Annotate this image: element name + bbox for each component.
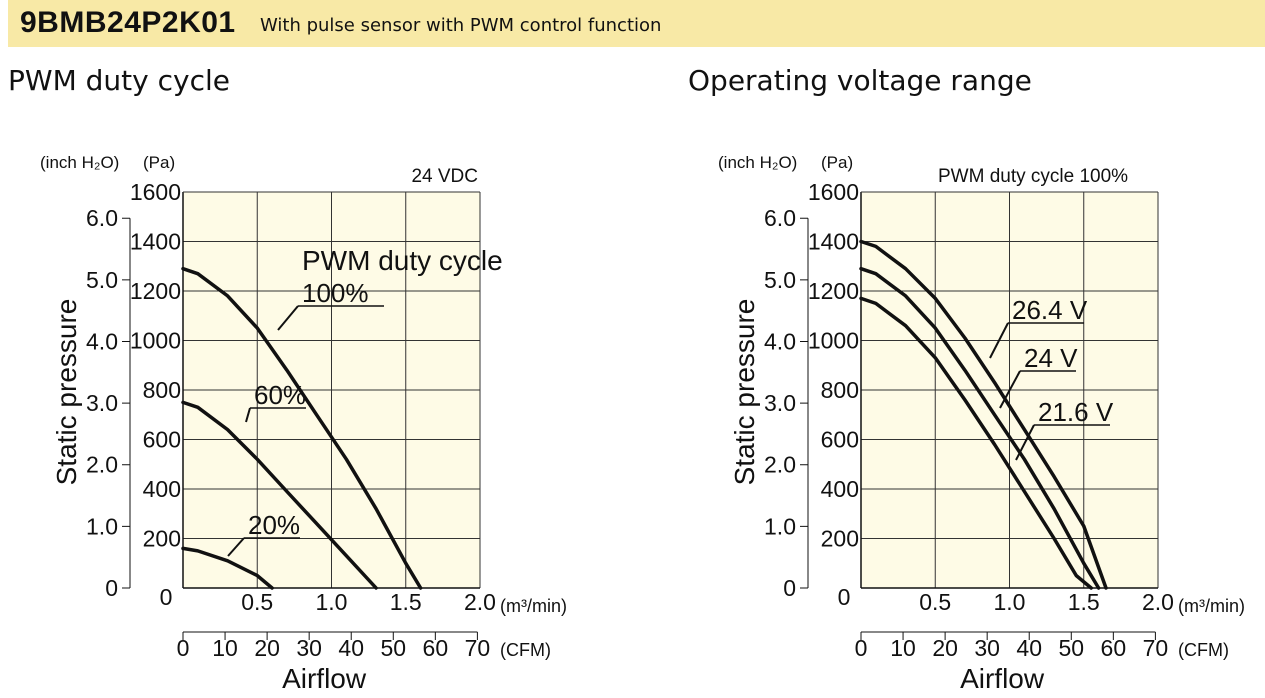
x-tick-label-m3: 0.5 [919, 589, 951, 615]
x-tick-label-cfm: 10 [212, 635, 238, 661]
y-tick-label-pa: 1400 [130, 229, 181, 255]
y-origin-label: 0 [160, 584, 173, 610]
series-curve [859, 296, 1093, 590]
condition-label: 24 VDC [411, 166, 478, 187]
x-tick-label-cfm: 50 [1058, 635, 1084, 661]
series-label: 26.4 V [1012, 295, 1088, 325]
series-curve [181, 400, 378, 590]
y-tick-label-pa: 1600 [808, 179, 859, 205]
x-unit-secondary: (CFM) [500, 640, 551, 660]
y-tick-label-inch: 2.0 [764, 452, 796, 478]
y-unit-secondary: (inch H₂O) [40, 153, 119, 172]
series-curve [859, 239, 1108, 590]
series-label: 20% [248, 510, 300, 540]
y-tick-label-inch: 1.0 [764, 513, 796, 539]
y-tick-label-inch: 3.0 [764, 390, 796, 416]
y-unit-secondary: (inch H₂O) [718, 153, 797, 172]
series-leader-line [227, 537, 245, 557]
series-leader-line [245, 407, 251, 423]
series-curve [181, 266, 423, 590]
y-tick-label-pa: 200 [821, 526, 859, 552]
x-tick-label-cfm: 70 [465, 635, 491, 661]
series-label: 100% [302, 278, 369, 308]
series-leader-line [989, 322, 1009, 359]
y-tick-label-pa: 1200 [130, 278, 181, 304]
y-tick-label-inch: 0 [105, 575, 118, 601]
pwm-duty-cycle-chart: 2004006008001000120014001600001.02.03.04… [40, 153, 567, 694]
y-tick-label-pa: 600 [143, 427, 181, 453]
x-tick-label-cfm: 20 [932, 635, 958, 661]
x-tick-label-m3: 1.0 [994, 589, 1026, 615]
y-axis-title: Static pressure [51, 299, 82, 486]
x-tick-label-cfm: 40 [1016, 635, 1042, 661]
y-tick-label-inch: 2.0 [86, 452, 118, 478]
y-origin-label: 0 [838, 584, 851, 610]
y-tick-label-pa: 600 [821, 427, 859, 453]
x-unit-secondary: (CFM) [1178, 640, 1229, 660]
series-label: 21.6 V [1038, 397, 1114, 427]
series-curve [181, 546, 274, 590]
x-tick-label-cfm: 20 [254, 635, 280, 661]
y-tick-label-inch: 5.0 [86, 267, 118, 293]
x-tick-label-cfm: 60 [1101, 635, 1127, 661]
section-title-voltage: Operating voltage range [688, 64, 1032, 97]
voltage-range-chart: 2004006008001000120014001600001.02.03.04… [718, 153, 1245, 694]
series-leader-line [999, 370, 1021, 409]
x-tick-label-cfm: 0 [855, 635, 868, 661]
x-tick-label-cfm: 10 [890, 635, 916, 661]
condition-label: PWM duty cycle 100% [938, 166, 1128, 187]
y-tick-label-inch: 5.0 [764, 267, 796, 293]
legend-title: PWM duty cycle [302, 245, 503, 276]
y-tick-label-pa: 1400 [808, 229, 859, 255]
x-tick-label-cfm: 60 [423, 635, 449, 661]
y-tick-label-inch: 4.0 [764, 328, 796, 354]
x-tick-label-m3: 1.0 [316, 589, 348, 615]
x-unit-primary: (m³/min) [500, 596, 567, 616]
model-description: With pulse sensor with PWM control funct… [260, 15, 662, 36]
x-tick-label-cfm: 40 [338, 635, 364, 661]
y-tick-label-inch: 1.0 [86, 513, 118, 539]
y-tick-label-pa: 1200 [808, 278, 859, 304]
y-tick-label-pa: 1000 [808, 328, 859, 354]
section-title-pwm: PWM duty cycle [8, 64, 230, 97]
y-tick-label-pa: 400 [821, 476, 859, 502]
series-curve [859, 266, 1101, 590]
series-label: 24 V [1024, 343, 1078, 373]
y-axis-title: Static pressure [729, 299, 760, 486]
x-tick-label-cfm: 30 [974, 635, 1000, 661]
y-tick-label-pa: 1600 [130, 179, 181, 205]
y-tick-label-inch: 6.0 [764, 205, 796, 231]
y-tick-label-pa: 1000 [130, 328, 181, 354]
x-axis-title: Airflow [282, 663, 367, 694]
y-unit-primary: (Pa) [821, 153, 853, 172]
y-tick-label-inch: 6.0 [86, 205, 118, 231]
x-tick-label-cfm: 50 [380, 635, 406, 661]
x-tick-label-cfm: 70 [1143, 635, 1169, 661]
x-tick-label-m3: 2.0 [464, 589, 496, 615]
x-tick-label-cfm: 0 [177, 635, 190, 661]
x-tick-label-cfm: 30 [296, 635, 322, 661]
y-tick-label-pa: 200 [143, 526, 181, 552]
y-tick-label-pa: 400 [143, 476, 181, 502]
y-tick-label-inch: 4.0 [86, 328, 118, 354]
series-leader-line [1015, 424, 1035, 461]
y-tick-label-inch: 3.0 [86, 390, 118, 416]
y-tick-label-pa: 800 [821, 377, 859, 403]
y-tick-label-inch: 0 [783, 575, 796, 601]
x-tick-label-m3: 2.0 [1142, 589, 1174, 615]
series-label: 60% [254, 380, 306, 410]
x-tick-label-m3: 0.5 [241, 589, 273, 615]
x-tick-label-m3: 1.5 [1068, 589, 1100, 615]
x-tick-label-m3: 1.5 [390, 589, 422, 615]
header-band [8, 0, 1265, 47]
x-axis-title: Airflow [960, 663, 1045, 694]
y-tick-label-pa: 800 [143, 377, 181, 403]
model-number: 9BMB24P2K01 [20, 6, 236, 39]
y-unit-primary: (Pa) [143, 153, 175, 172]
series-leader-line [277, 305, 299, 331]
x-unit-primary: (m³/min) [1178, 596, 1245, 616]
